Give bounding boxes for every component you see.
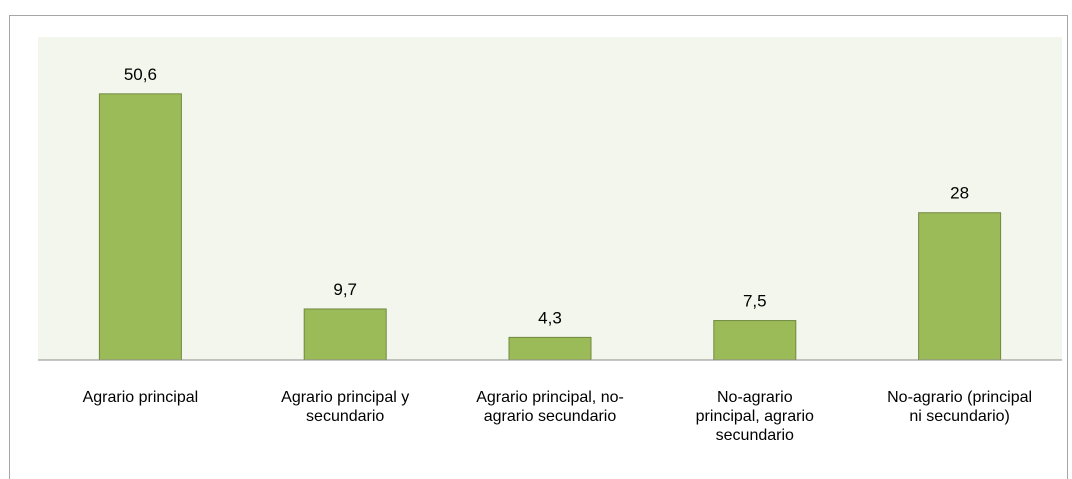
plot-area <box>38 37 1062 360</box>
value-label: 7,5 <box>743 292 767 311</box>
value-label: 4,3 <box>538 308 562 327</box>
bar <box>303 308 387 361</box>
bar <box>918 212 1002 361</box>
bar <box>508 336 592 361</box>
x-tick-label: No-agrario principal, agrario secundario <box>695 389 814 444</box>
x-tick-label: Agrario principal <box>82 389 199 406</box>
bar <box>713 320 797 361</box>
x-tick-label: No-agrario (principal ni secundario) <box>887 389 1033 425</box>
value-label: 9,7 <box>333 280 357 299</box>
value-label: 28 <box>950 184 969 203</box>
x-tick-label: Agrario principal y secundario <box>281 389 410 425</box>
value-label: 50,6 <box>124 65 157 84</box>
bar <box>98 93 182 361</box>
x-tick-label: Agrario principal, no- agrario secundari… <box>476 389 624 425</box>
